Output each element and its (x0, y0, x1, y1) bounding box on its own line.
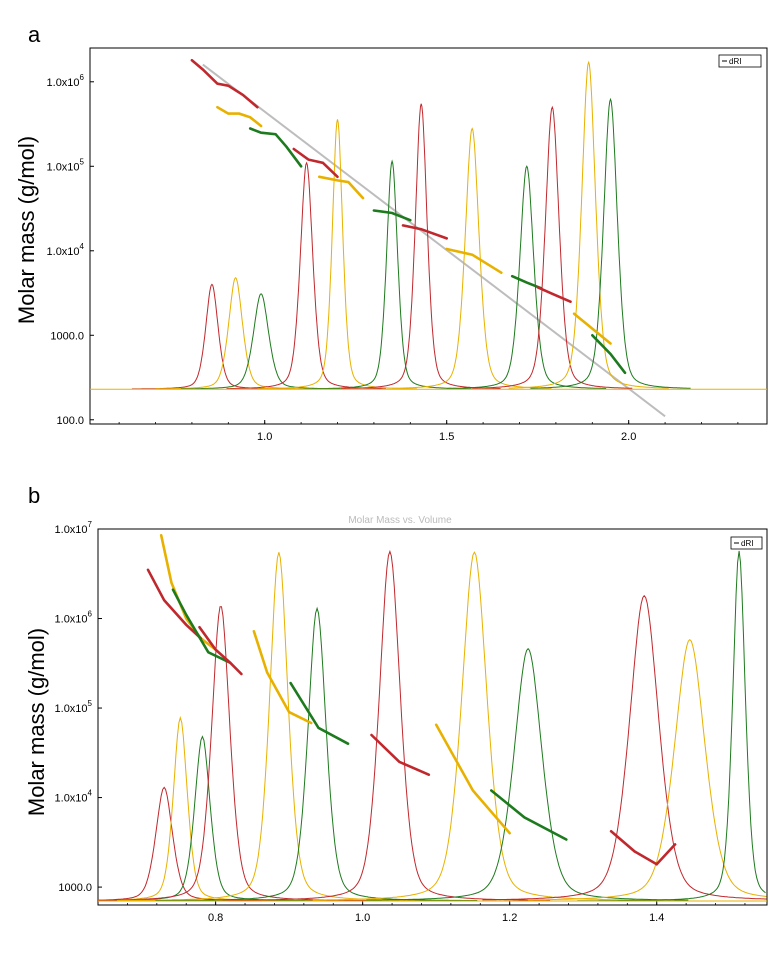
dri-peak-11 (528, 638, 767, 901)
legend-box (718, 54, 762, 68)
molar-mass-segment-10 (609, 830, 677, 866)
molar-mass-segment-1 (159, 534, 217, 651)
molar-mass-segment-3 (248, 127, 303, 168)
molar-mass-segment-9 (510, 274, 543, 290)
y-tick-label: 1.0x107 (55, 520, 93, 536)
dri-peak-12 (530, 97, 691, 389)
plot-area (90, 58, 767, 418)
dri-peak-10 (482, 594, 767, 901)
x-tick-label: 2.0 (621, 431, 636, 443)
molar-mass-segment-12 (591, 334, 627, 375)
molar-mass-segment-2 (216, 105, 263, 128)
panel-letter-b: b (28, 483, 40, 508)
molar-mass-segment-5 (252, 630, 313, 725)
y-tick-label: 1.0x105 (47, 157, 85, 173)
y-tick-label: 1000.0 (58, 882, 92, 894)
molar-mass-segment-7 (370, 733, 431, 776)
chart-b-faint-title: Molar Mass vs. Volume (348, 515, 452, 526)
dri-peak-11 (508, 60, 669, 389)
legend: dRI (730, 536, 763, 550)
x-tick-label: 1.0 (355, 912, 370, 924)
molar-mass-segment-10 (536, 286, 572, 303)
y-tick-label: 1000.0 (50, 330, 84, 342)
dri-peak-5 (257, 119, 417, 390)
x-tick-label: 1.0 (257, 431, 272, 443)
chart-b: Molar mass (g/mol) 1000.0 1.0x104 1.0x105 1.… (24, 520, 768, 924)
y-axis-label: Molar mass (g/mol) (24, 628, 49, 816)
molar-mass-segment-9 (490, 789, 568, 841)
molar-mass-segment-2 (146, 568, 203, 640)
dri-peak-9 (446, 165, 607, 389)
legend-box (730, 536, 763, 550)
y-axis-label: Molar mass (g/mol) (14, 136, 39, 324)
legend: dRI (718, 54, 762, 68)
plot-area (98, 534, 767, 902)
molar-mass-segment-5 (318, 175, 365, 200)
molar-mass-segment-7 (401, 224, 448, 240)
y-tick-label: 1.0x106 (47, 73, 85, 89)
y-tick-label: 100.0 (56, 415, 84, 427)
chart-a: Molar mass (g/mol) 100.0 1000.0 1.0x104 1.0x… (14, 47, 768, 443)
molar-mass-segment-1 (190, 58, 259, 109)
molar-mass-segment-6 (372, 209, 412, 222)
panel-letter-a: a (28, 22, 41, 47)
y-tick-label: 1.0x104 (55, 789, 93, 805)
molar-mass-segment-6 (289, 681, 350, 745)
y-tick-label: 1.0x104 (47, 242, 85, 258)
x-tick-label: 1.5 (439, 431, 454, 443)
x-tick-label: 1.4 (649, 912, 664, 924)
molar-mass-segment-3 (171, 588, 232, 665)
y-tick-label: 1.0x105 (55, 699, 93, 715)
legend-label: dRI (741, 539, 753, 548)
molar-mass-segment-8 (434, 723, 511, 835)
dri-peak-10 (472, 105, 633, 389)
dri-peak-6 (155, 606, 478, 902)
molar-mass-segment-8 (445, 247, 503, 274)
dri-peak-9 (366, 647, 689, 901)
calibration-line (202, 63, 666, 418)
y-tick-label: 1.0x106 (55, 610, 93, 626)
molar-mass-segment-4 (292, 147, 339, 179)
legend-label: dRI (729, 57, 741, 66)
dri-peak-6 (312, 159, 472, 390)
x-tick-label: 1.2 (502, 912, 517, 924)
x-tick-label: 0.8 (208, 912, 223, 924)
molar-mass-segment-11 (572, 312, 612, 345)
plot-frame (97, 528, 768, 906)
molar-mass-segment-4 (198, 625, 243, 676)
